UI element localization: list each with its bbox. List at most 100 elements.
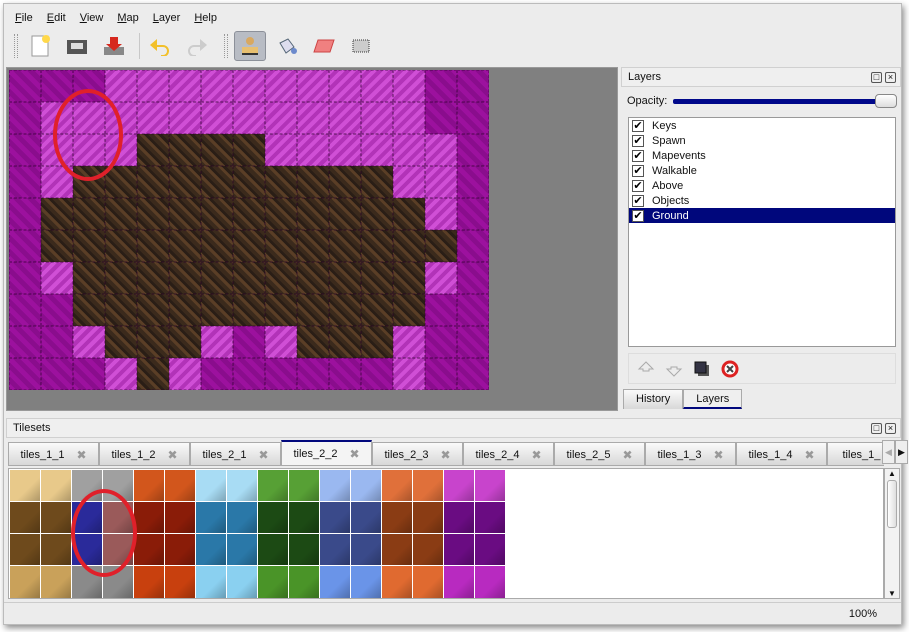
layer-item[interactable]: ✔ Objects xyxy=(629,193,895,208)
map-tile[interactable] xyxy=(137,70,169,102)
close-tab-icon[interactable]: ✖ xyxy=(804,447,815,462)
layer-item[interactable]: ✔ Walkable xyxy=(629,163,895,178)
map-tile[interactable] xyxy=(297,70,329,102)
map-tile[interactable] xyxy=(393,70,425,102)
tileset-tile[interactable] xyxy=(320,470,351,502)
map-tile[interactable] xyxy=(9,166,41,198)
tileset-tile[interactable] xyxy=(475,470,506,502)
map-tile[interactable] xyxy=(9,326,41,358)
toolbar-grip[interactable] xyxy=(224,34,228,58)
map-tile[interactable] xyxy=(361,230,393,262)
tileset-tile[interactable] xyxy=(134,502,165,534)
tileset-tile[interactable] xyxy=(382,566,413,598)
tileset-tile[interactable] xyxy=(351,534,382,566)
tileset-tile[interactable] xyxy=(134,566,165,598)
move-layer-down-icon[interactable] xyxy=(665,360,683,378)
save-button[interactable] xyxy=(98,31,130,61)
tileset-scrollbar[interactable]: ▲ ▼ xyxy=(884,468,900,599)
map-tile[interactable] xyxy=(137,262,169,294)
map-tile[interactable] xyxy=(137,358,169,390)
map-tile[interactable] xyxy=(361,102,393,134)
map-tile[interactable] xyxy=(169,70,201,102)
float-icon[interactable]: □ xyxy=(871,71,882,83)
map-tile[interactable] xyxy=(361,262,393,294)
scroll-down-icon[interactable]: ▼ xyxy=(888,589,896,598)
close-tab-icon[interactable]: ✖ xyxy=(258,447,269,462)
visibility-checkbox[interactable]: ✔ xyxy=(632,179,644,192)
map-tile[interactable] xyxy=(201,358,233,390)
rect-select-button[interactable] xyxy=(345,31,377,61)
map-tile[interactable] xyxy=(73,358,105,390)
map-tile[interactable] xyxy=(233,358,265,390)
map-tile[interactable] xyxy=(105,262,137,294)
map-tile[interactable] xyxy=(425,294,457,326)
tileset-tile[interactable] xyxy=(382,502,413,534)
tileset-tile[interactable] xyxy=(41,502,72,534)
tileset-tab[interactable]: tiles_2_5 ✖ xyxy=(554,442,645,465)
tileset-tile[interactable] xyxy=(41,566,72,598)
map-tile[interactable] xyxy=(297,134,329,166)
map-tile[interactable] xyxy=(297,102,329,134)
tileset-tab[interactable]: tiles_1_1 ✖ xyxy=(8,442,99,465)
visibility-checkbox[interactable]: ✔ xyxy=(632,194,644,207)
map-tile[interactable] xyxy=(329,134,361,166)
map-tile[interactable] xyxy=(233,198,265,230)
map-tile[interactable] xyxy=(233,230,265,262)
close-tab-icon[interactable]: ✖ xyxy=(349,447,360,461)
menu-edit[interactable]: Edit xyxy=(46,12,66,24)
map-tile[interactable] xyxy=(361,294,393,326)
map-tile[interactable] xyxy=(169,198,201,230)
layer-item[interactable]: ✔ Ground xyxy=(629,208,895,223)
map-tile[interactable] xyxy=(9,70,41,102)
tileset-tab[interactable]: tiles_2_1 ✖ xyxy=(190,442,281,465)
map-tile[interactable] xyxy=(393,358,425,390)
map-tile[interactable] xyxy=(425,166,457,198)
tileset-tile[interactable] xyxy=(351,470,382,502)
map-tile[interactable] xyxy=(265,102,297,134)
tab-layers[interactable]: Layers xyxy=(683,389,743,409)
tileset-tile[interactable] xyxy=(41,470,72,502)
map-tile[interactable] xyxy=(233,70,265,102)
map-tile[interactable] xyxy=(265,230,297,262)
map-tile[interactable] xyxy=(393,102,425,134)
map-tile[interactable] xyxy=(393,134,425,166)
tileset-tile[interactable] xyxy=(258,470,289,502)
map-tile[interactable] xyxy=(329,198,361,230)
tileset-tile[interactable] xyxy=(289,566,320,598)
map-tile[interactable] xyxy=(105,358,137,390)
map-tile[interactable] xyxy=(265,198,297,230)
map-tile[interactable] xyxy=(297,198,329,230)
map-tile[interactable] xyxy=(265,294,297,326)
map-tile[interactable] xyxy=(73,198,105,230)
map-tile[interactable] xyxy=(233,102,265,134)
map-tile[interactable] xyxy=(105,70,137,102)
redo-button[interactable] xyxy=(181,31,213,61)
layer-item[interactable]: ✔ Above xyxy=(629,178,895,193)
map-tile[interactable] xyxy=(201,230,233,262)
tileset-tile[interactable] xyxy=(134,470,165,502)
map-tile[interactable] xyxy=(73,326,105,358)
map-tile[interactable] xyxy=(169,102,201,134)
map-tile[interactable] xyxy=(329,262,361,294)
close-icon[interactable]: × xyxy=(885,422,896,434)
tileset-tile[interactable] xyxy=(289,534,320,566)
map-tile[interactable] xyxy=(265,262,297,294)
map-tile[interactable] xyxy=(329,166,361,198)
map-tile[interactable] xyxy=(329,326,361,358)
map-tile[interactable] xyxy=(73,262,105,294)
map-tile[interactable] xyxy=(457,70,489,102)
map-tile[interactable] xyxy=(329,70,361,102)
map-tile[interactable] xyxy=(329,230,361,262)
map-tile[interactable] xyxy=(425,134,457,166)
map-tile[interactable] xyxy=(137,294,169,326)
tileset-tile[interactable] xyxy=(320,534,351,566)
map-tile[interactable] xyxy=(9,358,41,390)
tileset-sheet[interactable] xyxy=(10,470,506,598)
tileset-tile[interactable] xyxy=(10,566,41,598)
menu-map[interactable]: Map xyxy=(117,12,139,24)
tileset-tile[interactable] xyxy=(10,534,41,566)
tileset-tile[interactable] xyxy=(382,470,413,502)
tileset-tile[interactable] xyxy=(351,502,382,534)
tileset-tab[interactable]: tiles_1_3 ✖ xyxy=(645,442,736,465)
bucket-fill-button[interactable] xyxy=(271,31,303,61)
